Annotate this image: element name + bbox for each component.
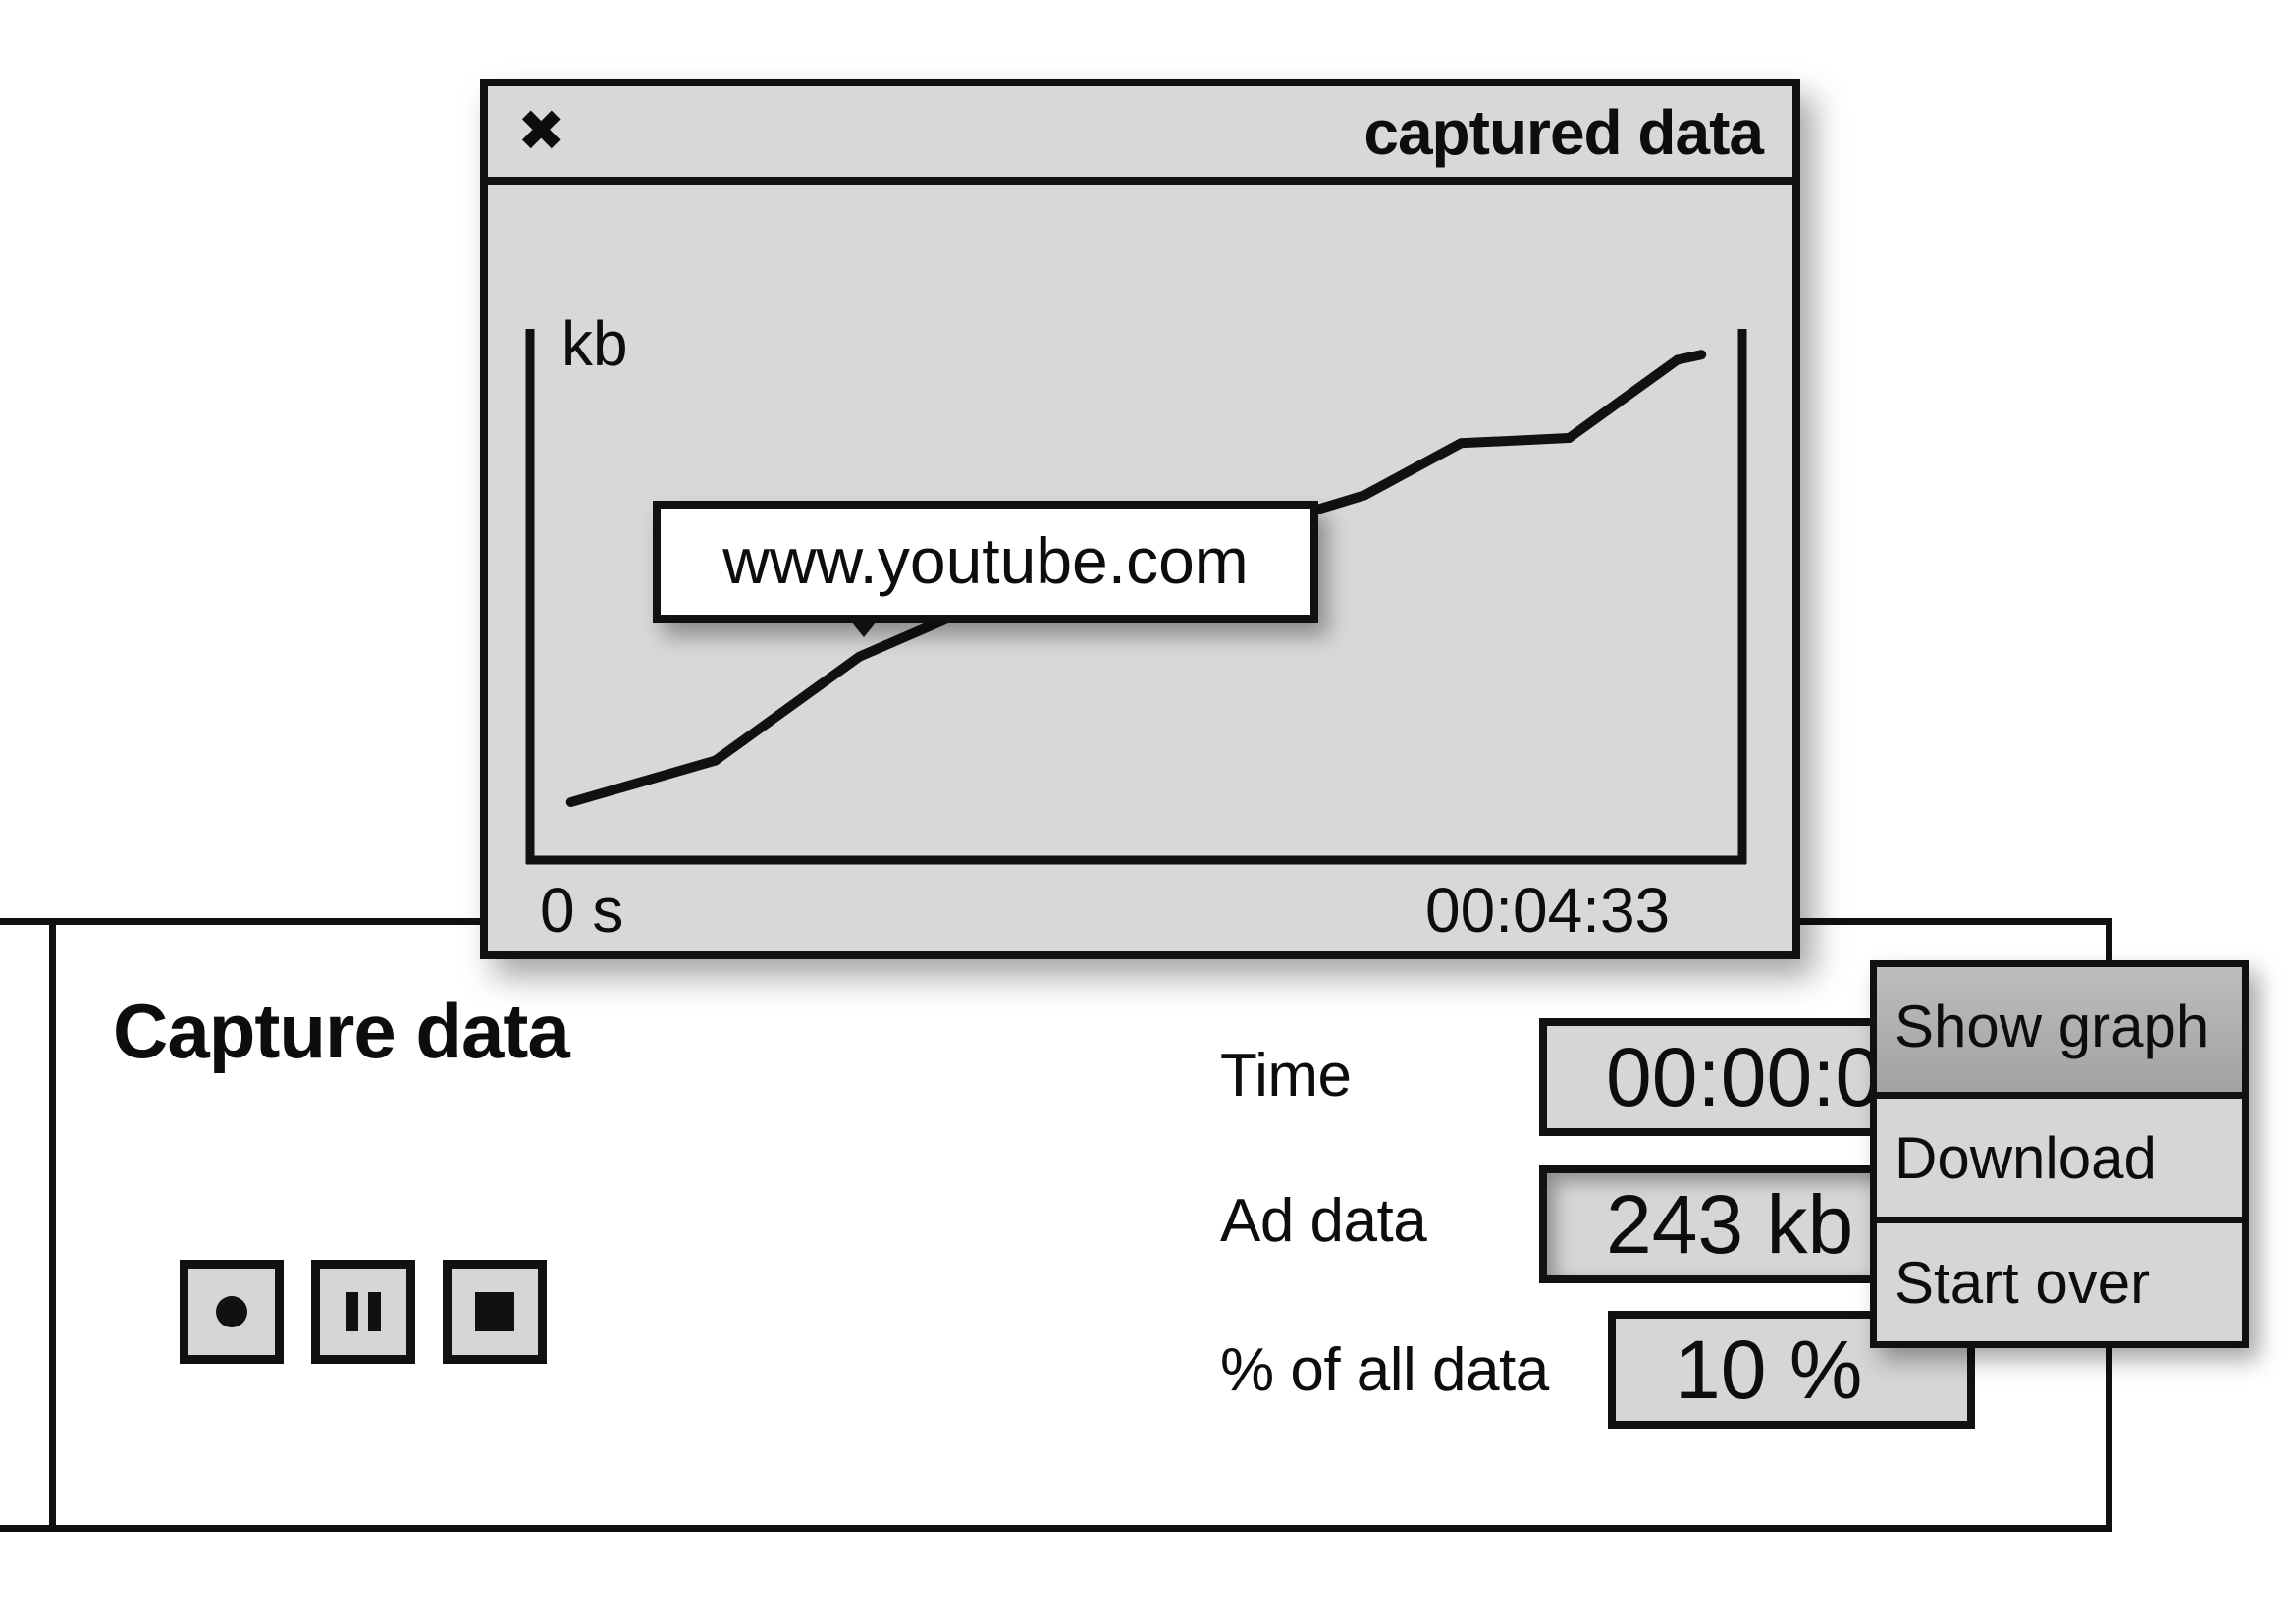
menu-item-start-over[interactable]: Start over: [1877, 1217, 2242, 1341]
pause-icon: [346, 1292, 381, 1331]
y-axis-label: kb: [561, 308, 628, 379]
window-title: captured data: [1363, 97, 1764, 168]
tooltip-pointer: [846, 616, 881, 637]
stop-button[interactable]: [443, 1260, 547, 1364]
line-segment: [1564, 354, 1682, 443]
line-segment: [1672, 350, 1707, 365]
time-label: Time: [1220, 1042, 1352, 1110]
menu-item-show-graph[interactable]: Show graph: [1877, 967, 2242, 1092]
chart-tooltip: www.youtube.com: [653, 501, 1318, 623]
ad-data-label: Ad data: [1220, 1187, 1427, 1255]
panel-title: Capture data: [113, 988, 570, 1074]
line-segment: [565, 755, 721, 807]
pause-button[interactable]: [311, 1260, 415, 1364]
x-tick-end: 00:04:33: [1425, 875, 1671, 946]
panel-rail: [49, 921, 56, 1532]
menu-item-download[interactable]: Download: [1877, 1092, 2242, 1217]
options-menu: Show graph Download Start over: [1870, 960, 2249, 1348]
record-icon: [216, 1296, 247, 1327]
record-button[interactable]: [180, 1260, 284, 1364]
stop-icon: [475, 1292, 514, 1331]
line-segment: [1360, 438, 1467, 501]
close-icon[interactable]: ✖: [517, 99, 565, 163]
percent-label: % of all data: [1220, 1336, 1549, 1404]
line-segment: [1456, 433, 1575, 449]
x-tick-start: 0 s: [540, 875, 624, 946]
window-titlebar[interactable]: ✖ captured data: [488, 86, 1792, 185]
ad-data-field[interactable]: 243 kb: [1539, 1165, 1893, 1283]
time-field: 00:00:00: [1539, 1018, 1893, 1136]
line-segment: [710, 651, 865, 766]
